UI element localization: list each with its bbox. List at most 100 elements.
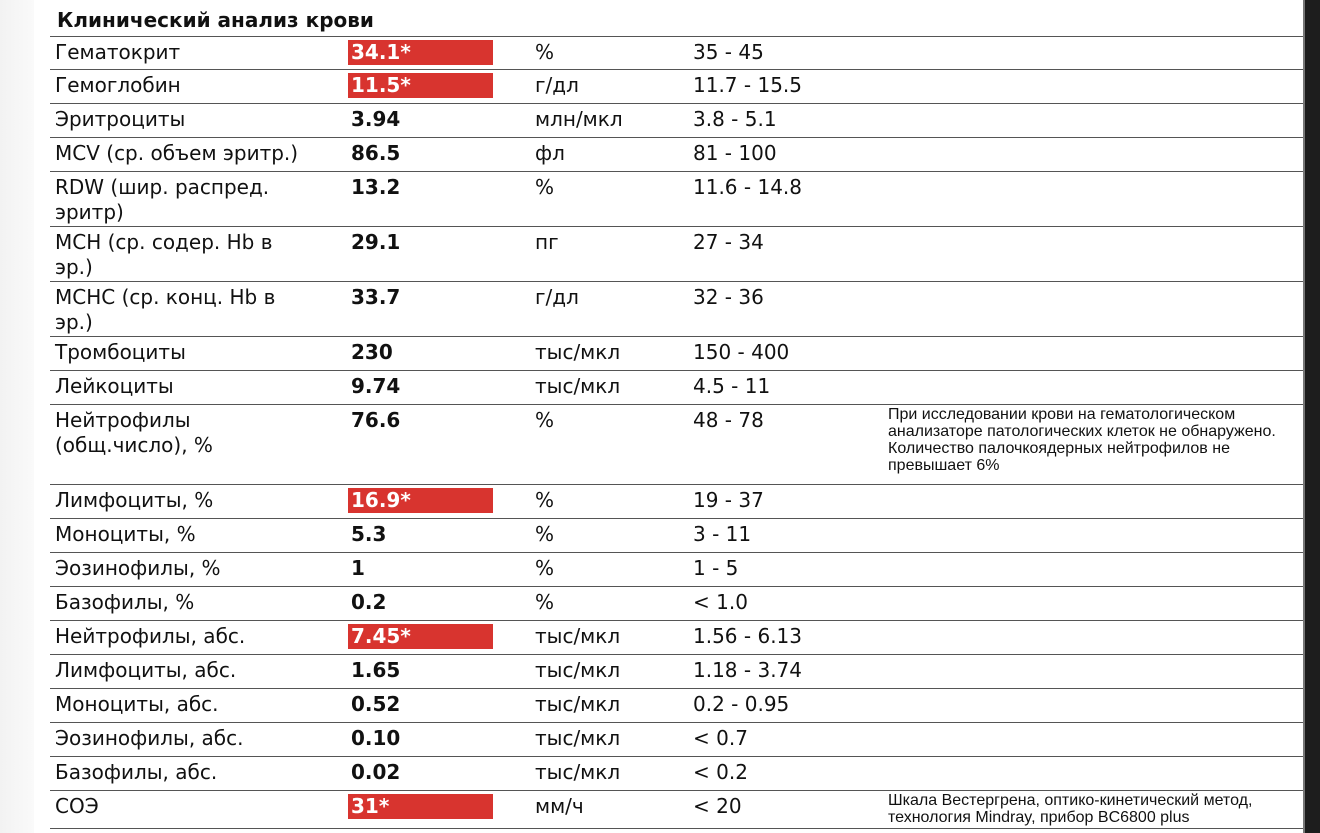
unit: % <box>535 522 555 546</box>
reference-range: 81 - 100 <box>693 141 777 165</box>
comment <box>888 104 1303 137</box>
table-row: Базофилы, абс. 0.02 тыс/мкл < 0.2 <box>50 757 1303 791</box>
table-row: СОЭ 31* мм/ч < 20 Шкала Вестергрена, оптико-… <box>50 791 1303 829</box>
value-cell: 0.02 <box>346 757 535 790</box>
comment <box>888 337 1303 370</box>
flagged-result-value: 11.5* <box>348 73 493 98</box>
comment <box>888 37 1303 69</box>
table-row: Моноциты, % 5.3% 3 - 11 <box>50 519 1303 553</box>
comment <box>888 138 1303 171</box>
reference-range: 150 - 400 <box>693 340 790 364</box>
reference-range: 1.18 - 3.74 <box>693 658 802 682</box>
test-name: СОЭ <box>55 794 99 818</box>
test-name: Эозинофилы, % <box>55 556 221 580</box>
flagged-result-value: 7.45* <box>348 624 493 649</box>
unit: мм/ч <box>535 794 584 818</box>
results-table: Гематокрит 34.1*% 35 - 45 Гемоглобин 11.5* г/… <box>50 37 1303 829</box>
result-value: 0.02 <box>351 760 401 784</box>
comment: Шкала Вестергрена, оптико-кинетический м… <box>888 792 1253 826</box>
comment <box>888 485 1303 518</box>
result-value: 29.1 <box>351 230 401 254</box>
table-row: MCHC (ср. конц. Hb в эр.) 33.7 г/дл 32 - 36 <box>50 282 1303 337</box>
comment <box>888 172 1303 226</box>
document-title: Клинический анализ крови <box>50 0 1303 37</box>
value-cell: 31* <box>346 791 535 828</box>
table-row: Лейкоциты 9.74 тыс/мкл 4.5 - 11 <box>50 371 1303 405</box>
unit: % <box>535 408 555 432</box>
value-cell: 9.74 <box>346 371 535 404</box>
result-value: 76.6 <box>351 408 401 432</box>
reference-range: 1.56 - 6.13 <box>693 624 802 648</box>
comment <box>888 655 1303 688</box>
test-name: Тромбоциты <box>55 340 186 364</box>
reference-range: 11.6 - 14.8 <box>693 175 802 199</box>
result-value: 9.74 <box>351 374 401 398</box>
comment <box>888 227 1303 281</box>
result-value: 13.2 <box>351 175 401 199</box>
unit: % <box>535 556 555 580</box>
value-cell: 1.65 <box>346 655 535 688</box>
reference-range: 4.5 - 11 <box>693 374 771 398</box>
comment <box>888 587 1303 620</box>
result-value: 3.94 <box>351 107 401 131</box>
comment <box>888 371 1303 404</box>
flagged-result-value: 16.9* <box>348 488 493 513</box>
comment: При исследовании крови на гематологическ… <box>888 406 1276 474</box>
reference-range: 48 - 78 <box>693 408 764 432</box>
reference-range: 1 - 5 <box>693 556 739 580</box>
table-row: Эозинофилы, % 1% 1 - 5 <box>50 553 1303 587</box>
unit: г/дл <box>535 285 579 309</box>
unit: % <box>535 175 555 199</box>
test-name: Эритроциты <box>55 107 186 131</box>
reference-range: 3 - 11 <box>693 522 752 546</box>
reference-range: < 0.7 <box>693 726 748 750</box>
value-cell: 13.2 <box>346 172 535 226</box>
value-cell: 5.3 <box>346 519 535 552</box>
result-value: 0.10 <box>351 726 401 750</box>
flagged-result-value: 34.1* <box>348 40 493 65</box>
result-value: 0.2 <box>351 590 387 614</box>
flagged-result-value: 31* <box>348 794 493 819</box>
value-cell: 0.10 <box>346 723 535 756</box>
reference-range: 0.2 - 0.95 <box>693 692 790 716</box>
table-row: Моноциты, абс. 0.52 тыс/мкл 0.2 - 0.95 <box>50 689 1303 723</box>
result-value: 1.65 <box>351 658 401 682</box>
table-row: Базофилы, % 0.2% < 1.0 <box>50 587 1303 621</box>
value-cell: 230 <box>346 337 535 370</box>
table-row: Тромбоциты 230 тыс/мкл 150 - 400 <box>50 337 1303 371</box>
table-row: MCH (ср. содер. Hb в эр.) 29.1 пг 27 - 34 <box>50 227 1303 282</box>
result-value: 33.7 <box>351 285 401 309</box>
unit: тыс/мкл <box>535 760 621 784</box>
table-row: Эритроциты 3.94 млн/мкл 3.8 - 5.1 <box>50 104 1303 138</box>
value-cell: 34.1* <box>346 37 535 69</box>
unit: тыс/мкл <box>535 374 621 398</box>
reference-range: < 1.0 <box>693 590 748 614</box>
comment <box>888 519 1303 552</box>
comment <box>888 723 1303 756</box>
test-name: MCH (ср. содер. Hb в эр.) <box>55 230 273 279</box>
comment <box>888 621 1303 654</box>
comment <box>888 282 1303 336</box>
table-row: Гематокрит 34.1*% 35 - 45 <box>50 37 1303 70</box>
test-name: Лимфоциты, % <box>55 488 214 512</box>
test-name: MCV (ср. объем эритр.) <box>55 141 299 165</box>
reference-range: 35 - 45 <box>693 40 764 64</box>
comment <box>888 70 1303 103</box>
table-row: Эозинофилы, абс. 0.10 тыс/мкл < 0.7 <box>50 723 1303 757</box>
table-row: Нейтрофилы, абс. 7.45* тыс/мкл 1.56 - 6.13 <box>50 621 1303 655</box>
unit: млн/мкл <box>535 107 623 131</box>
unit: тыс/мкл <box>535 658 621 682</box>
test-name: Моноциты, абс. <box>55 692 219 716</box>
value-cell: 33.7 <box>346 282 535 336</box>
result-value: 5.3 <box>351 522 387 546</box>
result-value: 86.5 <box>351 141 401 165</box>
reference-range: 19 - 37 <box>693 488 764 512</box>
unit: пг <box>535 230 559 254</box>
comment <box>888 757 1303 790</box>
test-name: Моноциты, % <box>55 522 196 546</box>
comment <box>888 689 1303 722</box>
value-cell: 3.94 <box>346 104 535 137</box>
result-value: 230 <box>351 340 393 364</box>
scrollbar[interactable] <box>1303 0 1320 833</box>
value-cell: 1 <box>346 553 535 586</box>
